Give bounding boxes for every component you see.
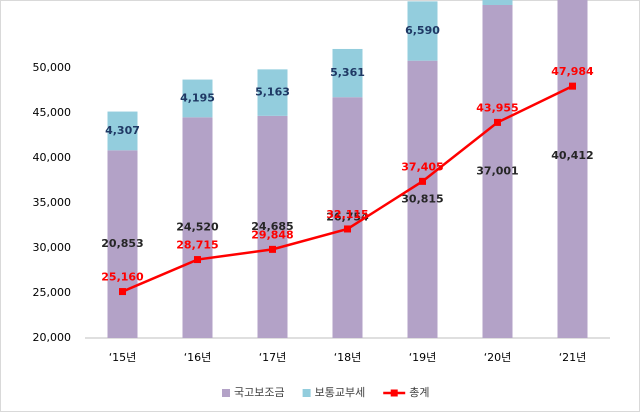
y-tick-label: 30,000 (33, 241, 72, 254)
legend-marker (390, 389, 398, 397)
line-marker (419, 177, 426, 185)
y-tick-label: 45,000 (33, 106, 72, 119)
line-marker (494, 118, 501, 126)
legend-swatch (222, 389, 230, 397)
y-tick-label: 20,000 (33, 331, 72, 344)
data-label: 5,361 (330, 66, 365, 79)
bar-segment (407, 60, 438, 338)
bar-segment (407, 1, 438, 61)
bar-segment (332, 48, 363, 98)
x-tick-label: ‘21년 (559, 351, 587, 364)
line-marker (569, 82, 576, 90)
bar-segment (257, 69, 288, 116)
data-label: 47,984 (551, 65, 594, 78)
line-marker (269, 245, 276, 253)
legend-label: 보통교부세 (315, 386, 366, 399)
data-label: 26,754 (326, 211, 369, 224)
bar-segment (182, 79, 213, 118)
data-label: 40,412 (551, 149, 593, 162)
data-label: 20,853 (101, 237, 143, 250)
bar-segment (482, 4, 513, 339)
legend-swatch (302, 389, 311, 397)
y-tick-label: 40,000 (33, 151, 72, 164)
data-label: 4,307 (105, 124, 140, 137)
bar-segment (182, 117, 213, 338)
line-marker (194, 256, 201, 264)
x-tick-label: ‘18년 (334, 351, 362, 364)
bar-segment (482, 0, 513, 5)
data-label: 6,590 (405, 24, 440, 37)
y-tick-label: 35,000 (33, 196, 72, 209)
x-tick-label: ‘20년 (484, 351, 512, 364)
bar-segment (557, 0, 588, 339)
data-label: 24,685 (251, 220, 293, 233)
x-tick-label: ‘17년 (259, 351, 287, 364)
legend-label: 국고보조금 (234, 386, 285, 399)
data-label: 28,715 (176, 239, 218, 252)
bar-segment (107, 111, 138, 151)
data-label: 43,955 (476, 101, 518, 114)
y-tick-label: 50,000 (33, 61, 72, 74)
data-label: 25,160 (101, 271, 144, 284)
line-marker (119, 288, 126, 296)
x-tick-label: ‘15년 (109, 351, 137, 364)
data-label: 4,195 (180, 91, 215, 104)
data-label: 37,405 (401, 160, 443, 173)
x-tick-label: ‘19년 (409, 351, 437, 364)
data-label: 29,848 (251, 228, 293, 241)
data-label: 24,520 (176, 221, 219, 234)
bar-segment (332, 97, 363, 339)
y-tick-label: 25,000 (33, 286, 72, 299)
x-tick-label: ‘16년 (184, 351, 212, 364)
line-marker (344, 225, 351, 233)
data-label: 5,163 (255, 86, 290, 99)
data-label: 30,815 (401, 192, 443, 205)
bar-segment (257, 115, 288, 339)
bar-segment (107, 150, 138, 338)
legend-label: 총계 (409, 386, 429, 399)
data-label: 32,115 (326, 208, 368, 221)
data-label: 37,001 (476, 164, 518, 177)
